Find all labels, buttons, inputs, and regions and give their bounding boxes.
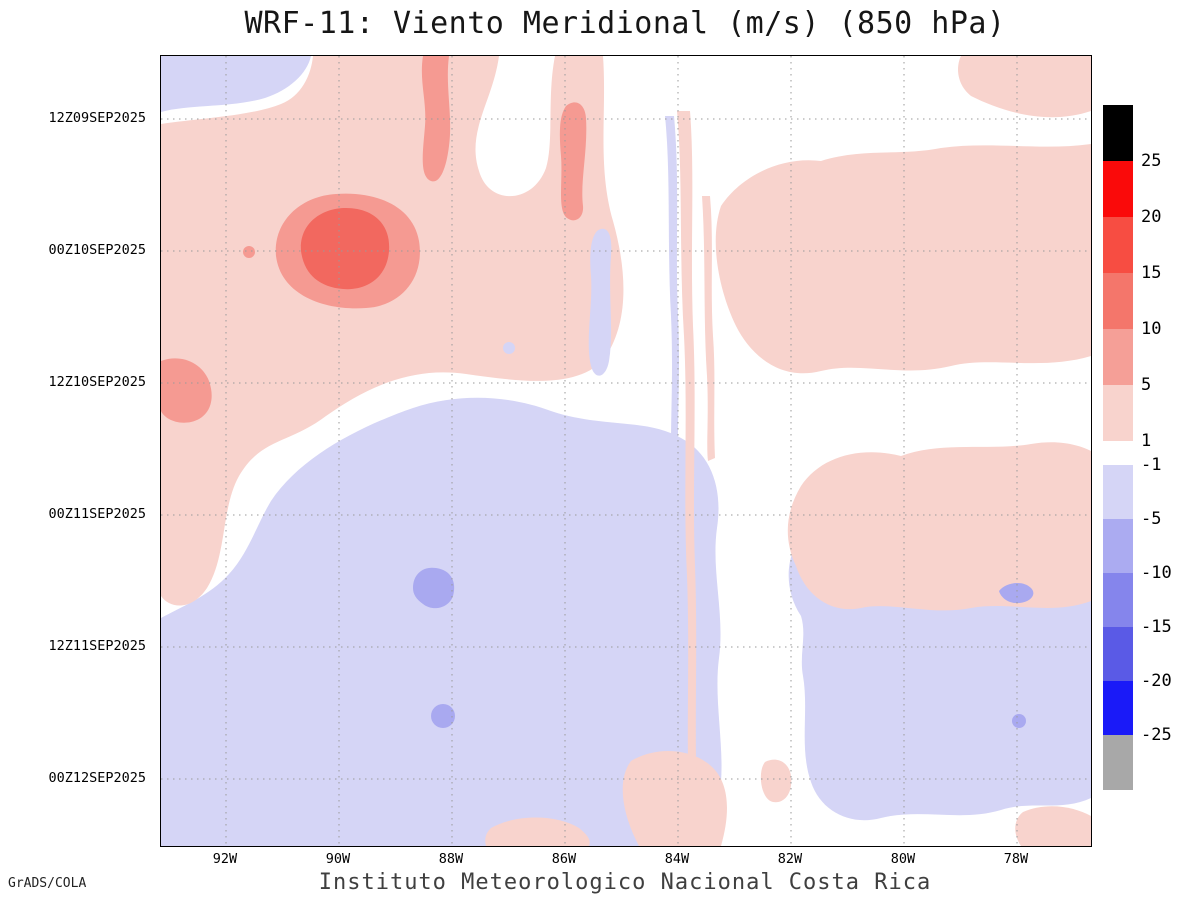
colorbar-segment <box>1103 465 1133 519</box>
colorbar-segment <box>1103 735 1133 790</box>
colorbar-segment <box>1103 519 1133 573</box>
y-axis-tick-label: 12Z09SEP2025 <box>48 110 146 126</box>
colorbar-segment <box>1103 161 1133 217</box>
colorbar-segment <box>1103 681 1133 735</box>
colorbar-segment <box>1103 385 1133 441</box>
colorbar <box>1103 0 1133 900</box>
colorbar-tick-label: -25 <box>1141 725 1172 745</box>
colorbar-tick-label: 25 <box>1141 151 1162 171</box>
y-axis-tick-label: 00Z12SEP2025 <box>48 770 146 786</box>
colorbar-tick-label: 15 <box>1141 263 1162 283</box>
positive-anomaly-regions <box>161 56 1091 846</box>
x-axis-tick-label: 88W <box>438 851 464 867</box>
x-axis-tick-label: 84W <box>664 851 690 867</box>
moderate-negative-regions <box>413 567 1034 728</box>
x-axis-tick-label: 92W <box>212 851 238 867</box>
negative-streak-regions <box>503 116 679 474</box>
colorbar-tick-label: 20 <box>1141 207 1162 227</box>
positive-filament-regions <box>677 111 715 801</box>
colorbar-segment <box>1103 105 1133 161</box>
y-axis-tick-label: 12Z11SEP2025 <box>48 638 146 654</box>
gridlines <box>161 56 1091 846</box>
y-axis-tick-label: 00Z11SEP2025 <box>48 506 146 522</box>
x-axis-tick-label: 78W <box>1003 851 1029 867</box>
colorbar-tick-label: -10 <box>1141 563 1172 583</box>
colorbar-tick-label: 10 <box>1141 319 1162 339</box>
colorbar-tick-label: -15 <box>1141 617 1172 637</box>
colorbar-segment <box>1103 329 1133 385</box>
chart-title: WRF-11: Viento Meridional (m/s) (850 hPa… <box>244 6 1006 41</box>
colorbar-segment <box>1103 627 1133 681</box>
x-axis-tick-label: 86W <box>551 851 577 867</box>
colorbar-tick-label: 5 <box>1141 375 1152 395</box>
colorbar-segment <box>1103 273 1133 329</box>
contour-field-svg <box>161 56 1091 846</box>
colorbar-tick-label: -5 <box>1141 509 1162 529</box>
colorbar-labels: 25 20 15 10 5 1 -1 -5 -10 -15 -20 -25 <box>1141 0 1197 900</box>
y-axis-labels: 12Z09SEP2025 00Z10SEP2025 12Z10SEP2025 00Z1… <box>0 0 152 900</box>
x-axis-tick-label: 90W <box>325 851 351 867</box>
y-axis-tick-label: 00Z10SEP2025 <box>48 242 146 258</box>
colorbar-segment <box>1103 573 1133 627</box>
institute-caption: Instituto Meteorologico Nacional Costa R… <box>318 870 932 895</box>
x-axis-tick-label: 80W <box>890 851 916 867</box>
y-axis-tick-label: 12Z10SEP2025 <box>48 374 146 390</box>
colorbar-tick-label: -1 <box>1141 455 1162 475</box>
colorbar-tick-label: -20 <box>1141 671 1172 691</box>
grads-credit: GrADS/COLA <box>8 876 87 891</box>
colorbar-tick-label: 1 <box>1141 431 1152 451</box>
colorbar-segment <box>1103 217 1133 273</box>
x-axis-tick-label: 82W <box>777 851 803 867</box>
plot-area <box>160 55 1092 847</box>
